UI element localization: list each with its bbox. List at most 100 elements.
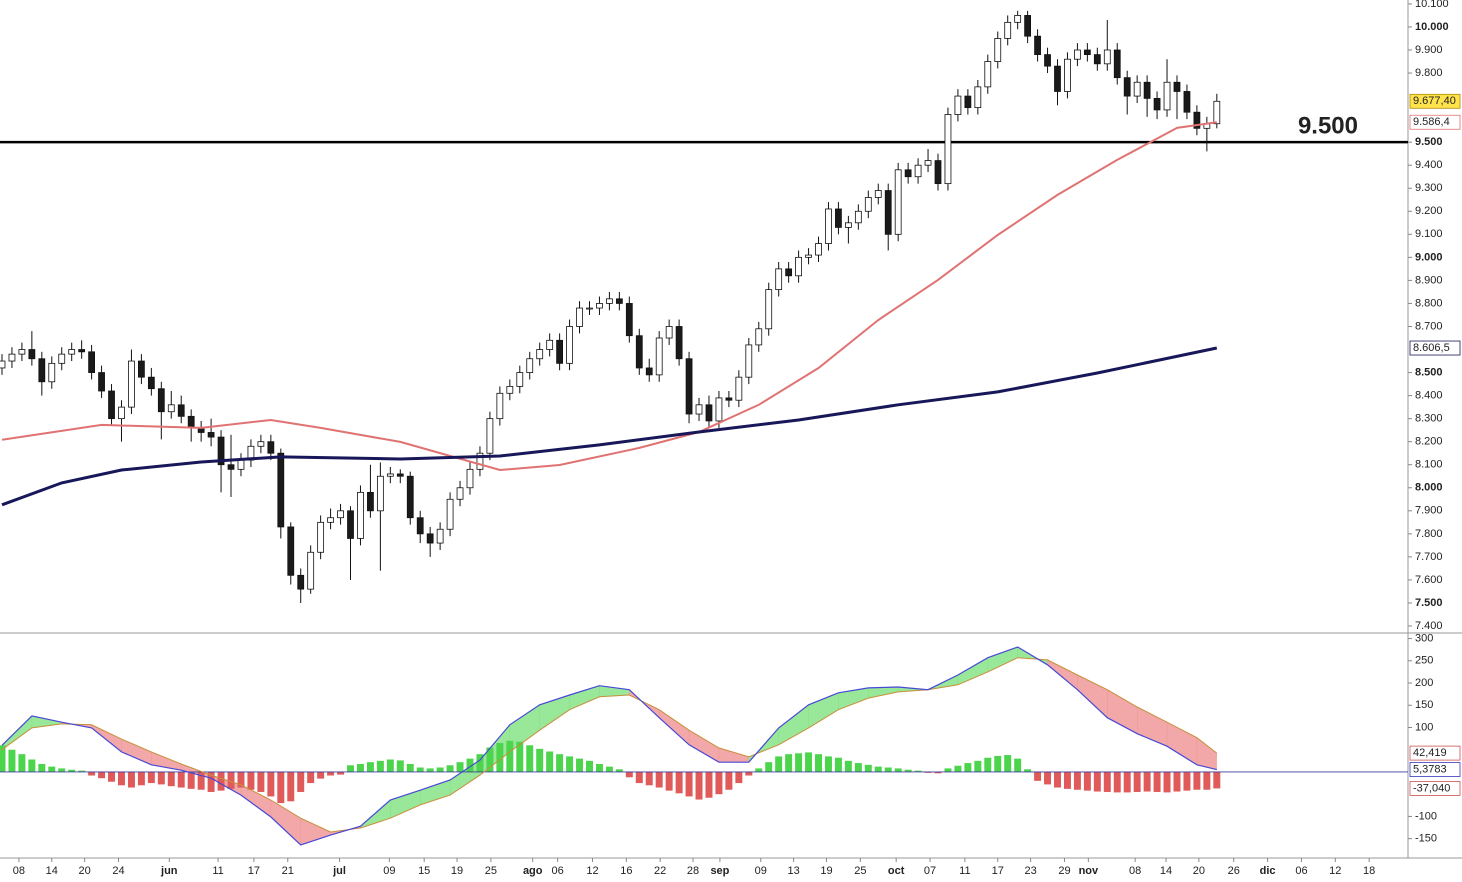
candle-body: [1153, 97, 1161, 111]
histogram-bar: [994, 755, 1002, 772]
x-tick-label: 09: [383, 865, 395, 877]
histogram-bar: [914, 770, 922, 772]
histogram-bar: [675, 771, 683, 794]
candle-body: [1093, 54, 1101, 65]
histogram-bar: [98, 771, 106, 779]
candle-body: [1083, 49, 1091, 56]
histogram-bar: [68, 769, 76, 772]
y-tick-label: -100: [1415, 810, 1437, 822]
candle-body: [38, 358, 46, 383]
histogram-bar: [934, 771, 942, 774]
histogram-bar: [426, 768, 434, 772]
histogram-bar: [1123, 771, 1131, 793]
x-tick-label: 15: [418, 865, 430, 877]
candle-body: [745, 344, 753, 378]
histogram-bar: [874, 766, 882, 772]
candle-body: [556, 339, 564, 364]
y-tick-label: 8.900: [1415, 274, 1443, 286]
candle-body: [864, 197, 872, 212]
candle-body: [526, 358, 534, 373]
histogram-bar: [595, 763, 603, 772]
histogram-bar: [964, 763, 972, 772]
histogram-bar: [48, 766, 56, 772]
histogram-bar: [0, 745, 6, 772]
x-tick-label: 25: [854, 865, 866, 877]
candle-body: [277, 452, 285, 528]
histogram-bar: [556, 754, 564, 772]
candle-body: [536, 349, 544, 360]
y-tick-label: 7.800: [1415, 528, 1443, 540]
histogram-bar: [715, 771, 723, 795]
candle-body: [655, 337, 663, 376]
x-tick-label: 14: [46, 865, 58, 877]
candle-body: [267, 441, 275, 454]
histogram-bar: [8, 749, 16, 772]
histogram-badge: -37,040: [1413, 782, 1450, 794]
histogram-bar: [376, 760, 384, 772]
x-tick-label: 14: [1160, 865, 1172, 877]
candle-body: [1143, 81, 1151, 99]
candle-body: [317, 521, 325, 553]
candle-body: [88, 351, 95, 373]
histogram-bar: [38, 763, 46, 772]
histogram-bar: [1014, 758, 1022, 772]
x-tick-label: sep: [710, 865, 729, 877]
y-tick-label: 8.100: [1415, 459, 1443, 471]
histogram-bar: [58, 768, 66, 772]
candle-body: [396, 473, 404, 477]
candle-body: [8, 353, 16, 362]
y-tick-label: 8.200: [1415, 436, 1443, 448]
y-tick-label: 8.000: [1415, 482, 1443, 494]
candle-body: [167, 404, 175, 413]
histogram-bar: [775, 756, 783, 772]
histogram-bar: [157, 771, 165, 785]
histogram-bar: [864, 764, 872, 772]
candle-body: [327, 517, 334, 523]
signal-badge: 42,419: [1413, 747, 1447, 759]
x-tick-label: 18: [1363, 865, 1375, 877]
histogram-bar: [884, 767, 892, 772]
candle-body: [337, 510, 344, 519]
candle-body: [287, 526, 295, 576]
last-value-badge: 9.586,4: [1413, 116, 1450, 128]
histogram-bar: [456, 762, 464, 772]
x-tick-label: oct: [888, 865, 905, 877]
histogram-bar: [805, 752, 813, 772]
x-tick-label: 11: [959, 865, 970, 877]
histogram-bar: [287, 771, 295, 802]
candle-body: [446, 498, 454, 530]
candle-body: [1074, 49, 1081, 60]
candle-body: [516, 372, 524, 387]
y-tick-label: 8.500: [1415, 366, 1443, 378]
x-tick-label: 25: [485, 865, 497, 877]
histogram-bar: [1143, 771, 1151, 792]
candle-body: [138, 360, 145, 378]
candle-body: [735, 376, 743, 401]
histogram-bar: [815, 754, 822, 772]
candle-body: [725, 397, 733, 401]
x-tick-label: 19: [820, 865, 832, 877]
y-tick-label: 150: [1415, 699, 1433, 711]
histogram-bar: [1113, 771, 1121, 793]
candle-body: [964, 95, 972, 108]
candle-body: [775, 268, 783, 291]
candle-body: [386, 473, 394, 477]
histogram-bar: [177, 771, 185, 788]
x-tick-label: ago: [523, 865, 543, 877]
candle-body: [0, 360, 6, 369]
x-tick-label: 11: [212, 865, 223, 877]
candle-body: [426, 533, 434, 544]
y-tick-label: 8.300: [1415, 413, 1443, 425]
candle-body: [1183, 91, 1191, 113]
candle-body: [257, 441, 265, 447]
histogram-bar: [1054, 771, 1061, 788]
x-tick-label: 20: [1193, 865, 1205, 877]
histogram-bar: [894, 768, 902, 772]
histogram-bar: [695, 771, 703, 800]
candle-body: [68, 349, 76, 355]
histogram-bar: [735, 771, 743, 784]
x-tick-label: 28: [687, 865, 699, 877]
histogram-bar: [516, 741, 524, 772]
y-tick-label: 9.400: [1415, 159, 1443, 171]
y-tick-label: 300: [1415, 632, 1433, 644]
